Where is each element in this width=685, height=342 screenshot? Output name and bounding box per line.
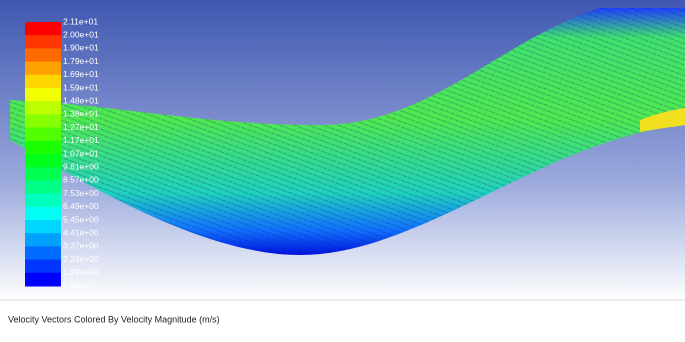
legend-label: 2.46e-01 [63, 280, 97, 290]
color-swatch [25, 154, 61, 168]
legend-label: 4.41e+00 [63, 227, 99, 237]
legend-label: 3.37e+00 [63, 241, 99, 251]
color-swatch [25, 180, 61, 194]
legend-label: 8.57e+00 [63, 175, 99, 185]
color-swatch [25, 141, 61, 155]
color-swatch [25, 220, 61, 234]
legend-label: 1.07e+01 [63, 148, 99, 158]
viewer: 2.11e+01 2.00e+01 1.90e+01 1.79e+01 1.69e+01… [0, 0, 685, 337]
color-swatch [25, 260, 61, 274]
legend-label: 1.69e+01 [63, 69, 99, 79]
color-swatch [25, 128, 61, 142]
legend-label: 1.90e+01 [63, 43, 99, 53]
legend-label: 1.27e+01 [63, 122, 99, 132]
color-swatch [25, 273, 61, 287]
legend-label: 7.53e+00 [63, 188, 99, 198]
legend-label: 1.38e+01 [63, 109, 99, 119]
legend-label: 2.11e+01 [63, 16, 98, 26]
legend-label: 1.79e+01 [63, 56, 99, 66]
color-swatch [25, 62, 61, 76]
legend-label: 1.48e+01 [63, 95, 99, 105]
legend-label: 1.17e+01 [63, 135, 99, 145]
color-swatch [25, 233, 61, 247]
color-swatch [25, 246, 61, 260]
color-swatch [25, 101, 61, 115]
color-swatch [25, 35, 61, 49]
color-swatch [25, 114, 61, 128]
color-swatch [25, 48, 61, 62]
legend-label: 2.33e+00 [63, 254, 99, 264]
color-swatch [25, 194, 61, 208]
legend-label: 2.00e+01 [63, 29, 99, 39]
color-swatch [25, 207, 61, 221]
color-swatch [25, 167, 61, 181]
color-swatch [25, 22, 61, 36]
caption: Velocity Vectors Colored By Velocity Mag… [8, 314, 220, 324]
color-swatch [25, 75, 61, 89]
legend-label: 5.45e+00 [63, 214, 99, 224]
color-swatch [25, 88, 61, 102]
legend-label: 9.61e+00 [63, 161, 99, 171]
legend-label: 6.49e+00 [63, 201, 99, 211]
legend-label: 1.59e+01 [63, 82, 99, 92]
legend-label: 1.29e+00 [63, 267, 99, 277]
